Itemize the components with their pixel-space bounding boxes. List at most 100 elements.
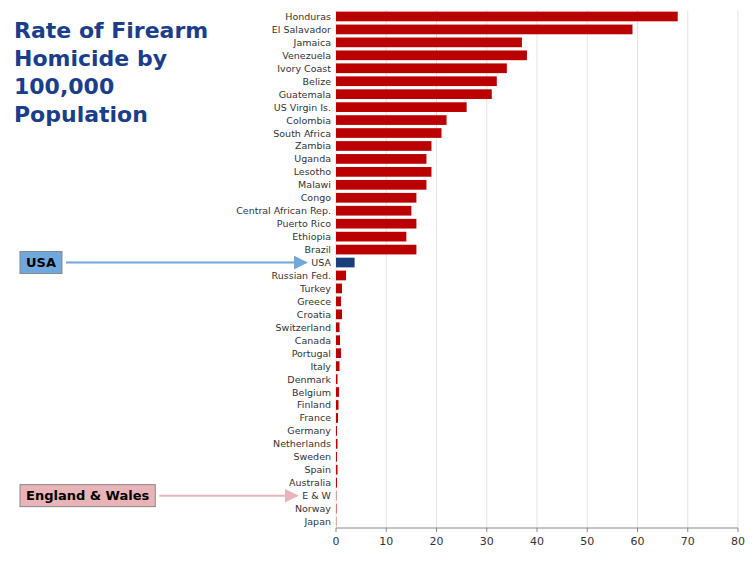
tick-label: 30 [480, 535, 494, 548]
tick-label: 50 [580, 535, 594, 548]
bar [336, 180, 426, 190]
category-label: Central African Rep. [236, 205, 331, 216]
bar [336, 193, 416, 203]
tick-label: 80 [731, 535, 745, 548]
category-label: Uganda [294, 153, 331, 164]
bar [336, 426, 337, 436]
category-label: Denmark [287, 374, 331, 385]
tick-label: 60 [631, 535, 645, 548]
category-label: USA [311, 257, 331, 268]
category-label: Russian Fed. [272, 270, 331, 281]
grid-line [537, 10, 538, 528]
tick-label: 10 [379, 535, 393, 548]
tick-mark [486, 528, 487, 532]
category-label: Ivory Coast [277, 63, 331, 74]
tick-label: 70 [681, 535, 695, 548]
category-label: Italy [310, 361, 331, 372]
bar [336, 167, 431, 177]
annotation-box [20, 252, 62, 274]
tick-label: 40 [530, 535, 544, 548]
grid-line [738, 10, 739, 528]
bar [336, 361, 340, 371]
grid-line [486, 10, 487, 528]
grid-line [687, 10, 688, 528]
category-label: Ethiopia [292, 231, 331, 242]
bars [336, 12, 678, 527]
bar [336, 387, 339, 397]
grid-line [587, 10, 588, 528]
category-label: Greece [297, 296, 331, 307]
category-label: Colombia [286, 115, 331, 126]
category-label: Turkey [299, 283, 331, 294]
tick-mark [336, 528, 337, 532]
tick-mark [687, 528, 688, 532]
tick-mark [386, 528, 387, 532]
category-label: Portugal [292, 348, 331, 359]
bar [336, 322, 340, 332]
annotation-text: USA [26, 255, 56, 270]
title: Rate of FirearmHomicide by100,000Populat… [14, 18, 208, 127]
category-label: France [299, 412, 331, 423]
bar [336, 63, 507, 73]
category-label: US Virgin Is. [274, 102, 331, 113]
bar [336, 141, 431, 151]
tick-mark [587, 528, 588, 532]
tick-mark [637, 528, 638, 532]
grid-line [436, 10, 437, 528]
category-label: Lesotho [294, 166, 331, 177]
bar [336, 258, 355, 268]
bar [336, 413, 338, 423]
category-label: Guatemala [279, 89, 331, 100]
category-label: Germany [287, 425, 331, 436]
category-label: Congo [301, 192, 331, 203]
category-label: Zambia [295, 140, 331, 151]
annotation: USA [20, 252, 306, 274]
bar [336, 309, 342, 319]
category-label: E & W [302, 490, 331, 501]
bar [336, 517, 337, 527]
annotation: England & Wales [20, 485, 297, 507]
tick-mark [537, 528, 538, 532]
category-label: Netherlands [273, 438, 331, 449]
category-label: Switzerland [276, 322, 331, 333]
y-axis: HondurasEl SalavadorJamaicaVenezuelaIvor… [236, 11, 331, 527]
bar [336, 206, 411, 216]
bar [336, 245, 416, 255]
grid-line [336, 10, 337, 528]
chart-container: Rate of FirearmHomicide by100,000Populat… [0, 0, 754, 566]
bar [336, 504, 337, 514]
bar [336, 38, 522, 48]
annotation-arrow [66, 262, 306, 264]
bar [336, 25, 632, 35]
tick-label: 20 [430, 535, 444, 548]
bar [336, 115, 447, 125]
tick-label: 0 [333, 535, 340, 548]
bar [336, 232, 406, 242]
bar [336, 219, 416, 229]
category-label: Belize [303, 76, 332, 87]
annotation-arrow [159, 495, 297, 497]
category-label: Malawi [298, 179, 331, 190]
bar [336, 271, 346, 281]
bar [336, 335, 340, 345]
category-label: Finland [297, 399, 331, 410]
bar [336, 452, 337, 462]
category-label: Puerto Rico [277, 218, 331, 229]
bar [336, 465, 338, 475]
category-label: Venezuela [282, 50, 331, 61]
category-label: South Africa [273, 128, 331, 139]
bar [336, 102, 467, 112]
grid-line [637, 10, 638, 528]
annotation-box [20, 485, 155, 507]
category-label: Sweden [293, 451, 331, 462]
category-label: Brazil [304, 244, 331, 255]
category-label: El Salavador [272, 24, 331, 35]
bar [336, 374, 338, 384]
category-label: Norway [295, 503, 331, 514]
grid-line [386, 10, 387, 528]
x-axis-line [336, 528, 738, 529]
bar [336, 12, 678, 22]
category-label: Australia [289, 477, 331, 488]
annotation-text: England & Wales [26, 488, 150, 503]
bar [336, 128, 442, 138]
